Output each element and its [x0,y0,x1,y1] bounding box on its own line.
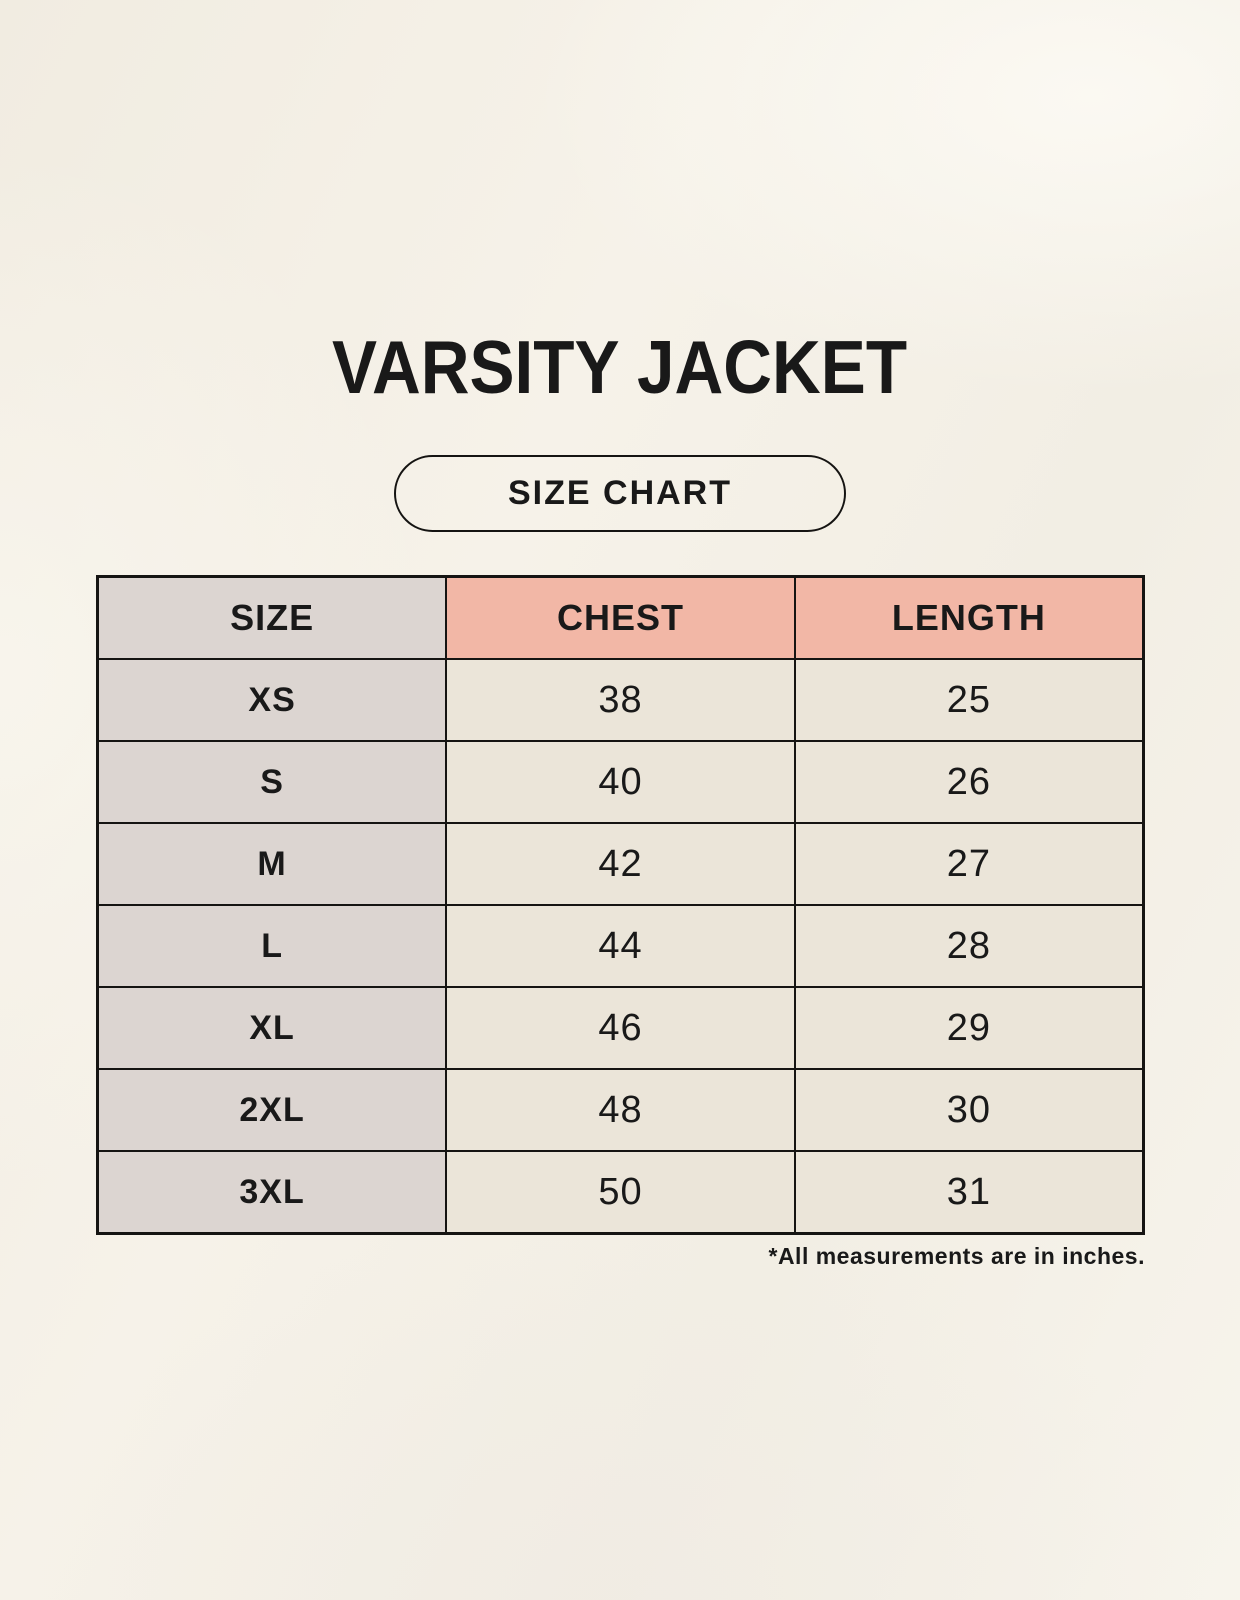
size-cell: XL [96,986,448,1070]
size-table-body: XS 38 25 S 40 26 M 42 27 L 44 28 XL 46 29 2XL 48 30 3XL 50 3… [96,658,1145,1235]
size-chart-table: SIZE CHEST LENGTH XS 38 25 S 40 26 M 42 27 L 44 28 X… [96,575,1145,1235]
size-cell: S [96,740,448,824]
length-cell: 30 [793,1068,1145,1152]
page-title: VARSITY JACKET [332,325,908,409]
header-chest: CHEST [445,575,796,660]
header-size: SIZE [96,575,448,660]
length-cell: 28 [793,904,1145,988]
title-container: VARSITY JACKET [0,330,1240,405]
length-cell: 29 [793,986,1145,1070]
chest-cell: 48 [445,1068,796,1152]
table-row: 2XL 48 30 [96,1068,1145,1152]
size-cell: L [96,904,448,988]
size-cell: XS [96,658,448,742]
chest-cell: 50 [445,1150,796,1235]
chest-cell: 44 [445,904,796,988]
measurements-footnote: *All measurements are in inches. [768,1243,1145,1269]
size-cell: M [96,822,448,906]
chest-cell: 46 [445,986,796,1070]
length-cell: 26 [793,740,1145,824]
table-row: M 42 27 [96,822,1145,906]
header-length: LENGTH [793,575,1145,660]
size-chart-button-label: SIZE CHART [508,474,732,512]
length-cell: 27 [793,822,1145,906]
table-row: XS 38 25 [96,658,1145,742]
chest-cell: 40 [445,740,796,824]
header-row: SIZE CHEST LENGTH [96,575,1145,660]
table-row: XL 46 29 [96,986,1145,1070]
table-row: L 44 28 [96,904,1145,988]
table-row: 3XL 50 31 [96,1150,1145,1235]
length-cell: 31 [793,1150,1145,1235]
size-cell: 2XL [96,1068,448,1152]
chest-cell: 42 [445,822,796,906]
table-row: S 40 26 [96,740,1145,824]
chest-cell: 38 [445,658,796,742]
length-cell: 25 [793,658,1145,742]
size-chart-button[interactable]: SIZE CHART [394,455,846,532]
size-table-header: SIZE CHEST LENGTH [96,575,1145,660]
size-cell: 3XL [96,1150,448,1235]
